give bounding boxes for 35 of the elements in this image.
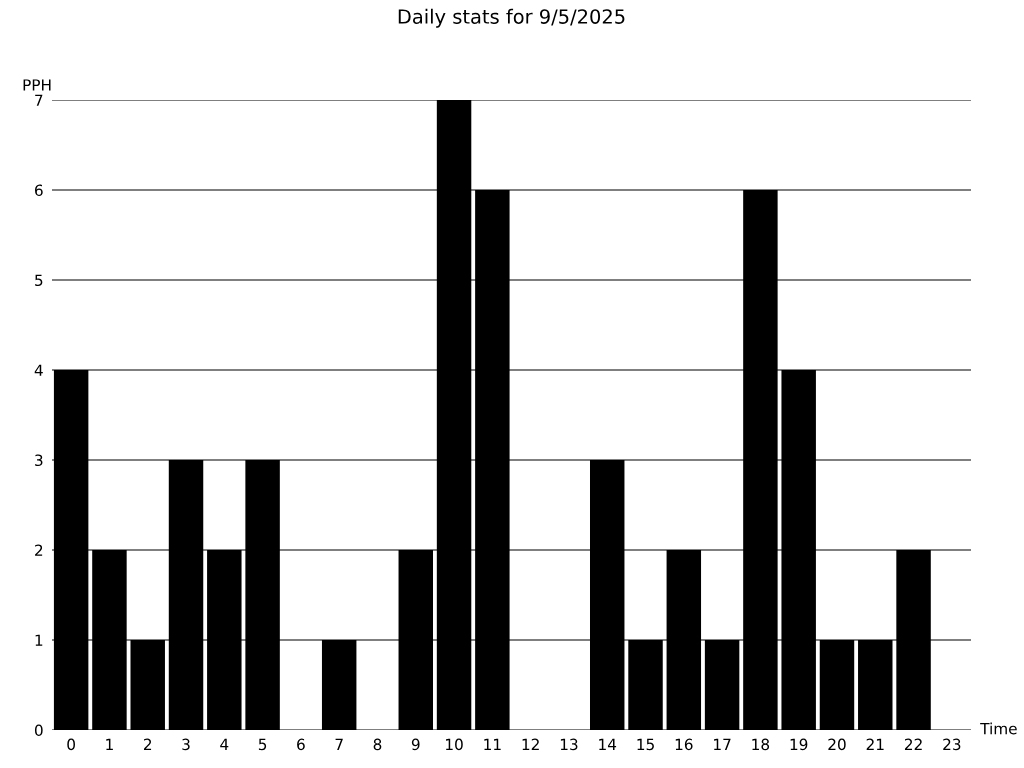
y-tick-label: 7 <box>35 94 43 106</box>
x-tick-label: 1 <box>106 738 113 750</box>
y-tick-label: 2 <box>35 544 43 556</box>
x-tick-label: 23 <box>943 738 961 751</box>
x-tick-label: 17 <box>714 738 731 750</box>
x-tick-label: 11 <box>484 738 501 750</box>
y-tick-label: 5 <box>35 274 43 287</box>
x-tick-label: 3 <box>182 738 190 751</box>
x-tick-label: 21 <box>866 738 884 750</box>
x-tick-label: 8 <box>373 738 382 751</box>
y-tick-label: 0 <box>34 724 43 737</box>
x-tick-label: 9 <box>411 738 420 751</box>
y-tick-label: 6 <box>35 184 43 197</box>
x-tick-label: 13 <box>560 738 578 751</box>
x-tick-label: 2 <box>143 738 152 750</box>
x-tick-label: 14 <box>599 738 617 750</box>
x-tick-label: 6 <box>297 738 305 751</box>
y-tick-label: 3 <box>35 454 43 467</box>
x-tick-label: 19 <box>790 738 808 751</box>
chart-title: Daily stats for 9/5/2025 <box>398 8 625 28</box>
x-axis-title: Time <box>980 722 1017 735</box>
x-tick-label: 16 <box>675 738 693 751</box>
x-tick-label: 18 <box>752 738 770 751</box>
x-tick-label: 20 <box>828 738 846 751</box>
x-tick-label: 12 <box>522 738 539 750</box>
x-tick-label: 0 <box>67 738 75 751</box>
x-tick-label: 15 <box>637 738 654 751</box>
y-tick-label: 1 <box>35 634 43 646</box>
y-axis-title: PPH <box>23 79 51 91</box>
x-tick-label: 4 <box>220 738 229 750</box>
x-tick-label: 10 <box>446 738 463 751</box>
x-tick-label: 7 <box>335 738 343 750</box>
x-tick-label: 22 <box>904 738 922 750</box>
y-tick-label: 4 <box>34 364 43 376</box>
x-tick-label: 5 <box>258 738 267 751</box>
